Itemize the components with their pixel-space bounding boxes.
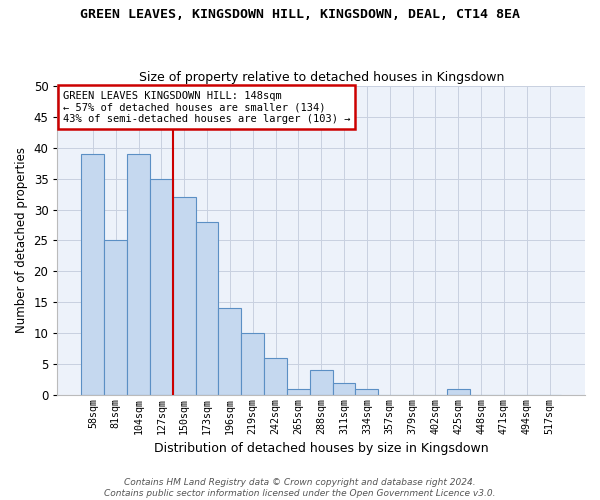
Bar — [104, 240, 127, 395]
Bar — [332, 382, 355, 395]
Title: Size of property relative to detached houses in Kingsdown: Size of property relative to detached ho… — [139, 70, 504, 84]
Text: Contains HM Land Registry data © Crown copyright and database right 2024.
Contai: Contains HM Land Registry data © Crown c… — [104, 478, 496, 498]
Bar — [241, 333, 264, 395]
Bar — [355, 388, 379, 395]
Text: GREEN LEAVES, KINGSDOWN HILL, KINGSDOWN, DEAL, CT14 8EA: GREEN LEAVES, KINGSDOWN HILL, KINGSDOWN,… — [80, 8, 520, 20]
Bar — [264, 358, 287, 395]
Bar — [150, 178, 173, 395]
Bar — [218, 308, 241, 395]
Text: GREEN LEAVES KINGSDOWN HILL: 148sqm
← 57% of detached houses are smaller (134)
4: GREEN LEAVES KINGSDOWN HILL: 148sqm ← 57… — [63, 90, 350, 124]
Bar — [127, 154, 150, 395]
Bar — [82, 154, 104, 395]
X-axis label: Distribution of detached houses by size in Kingsdown: Distribution of detached houses by size … — [154, 442, 488, 455]
Y-axis label: Number of detached properties: Number of detached properties — [15, 148, 28, 334]
Bar — [196, 222, 218, 395]
Bar — [287, 388, 310, 395]
Bar — [447, 388, 470, 395]
Bar — [173, 197, 196, 395]
Bar — [310, 370, 332, 395]
